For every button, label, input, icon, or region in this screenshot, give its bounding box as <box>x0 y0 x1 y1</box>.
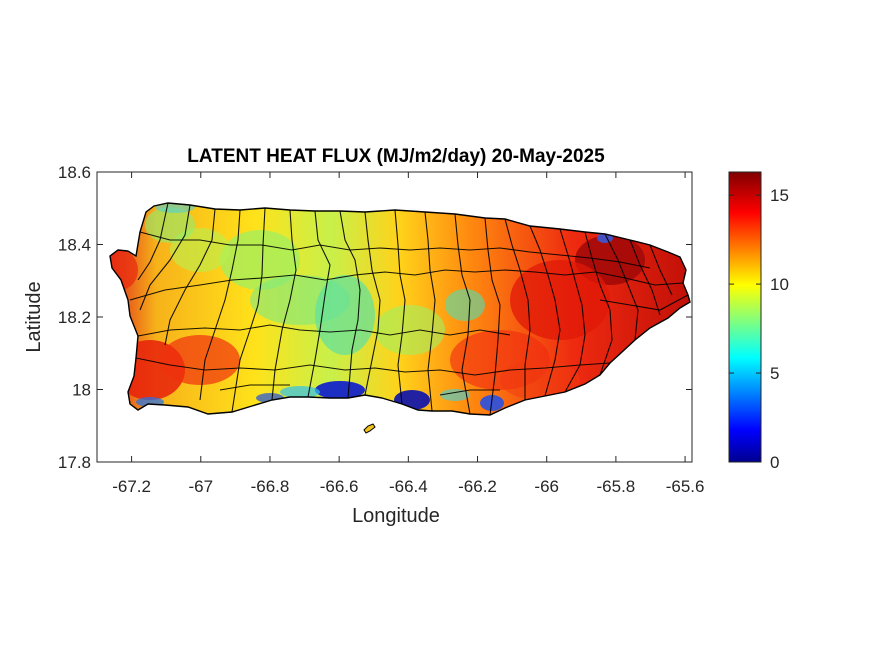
y-tick-label: 18.6 <box>58 163 91 182</box>
colorbar-tick-label: 15 <box>770 186 789 205</box>
municipality-boundary <box>439 389 500 396</box>
municipality-boundary <box>137 324 511 337</box>
flux-zone <box>315 275 375 355</box>
x-tick-label: -66.8 <box>251 477 290 496</box>
flux-zone <box>375 305 445 355</box>
flux-zone <box>280 386 320 398</box>
x-axis-label: Longitude <box>352 505 440 527</box>
x-tick-label: -67 <box>188 477 213 496</box>
municipality-boundary <box>604 233 639 341</box>
municipality-boundary <box>629 239 661 316</box>
municipality-boundary <box>137 203 169 281</box>
flux-zone <box>445 289 485 321</box>
coastline <box>109 202 691 416</box>
colorbar: 0 5 10 15 <box>728 171 789 472</box>
y-tick-label: 18.4 <box>58 236 91 255</box>
colorbar-gradient <box>728 171 762 463</box>
flux-zone <box>315 381 365 399</box>
municipality-boundary <box>584 231 613 376</box>
flux-zone <box>510 260 610 340</box>
colorbar-ticks: 0 5 10 15 <box>729 186 789 472</box>
municipality-boundary <box>139 204 191 311</box>
municipality-boundary <box>307 210 331 398</box>
municipality-boundaries <box>129 203 689 415</box>
y-tick-label: 18.2 <box>58 308 91 327</box>
flux-zone <box>160 335 240 385</box>
municipality-boundary <box>219 384 290 391</box>
x-tick-label: -65.8 <box>597 477 636 496</box>
municipality-boundary <box>199 209 241 401</box>
municipality-boundary <box>339 210 361 399</box>
island-map <box>109 202 691 434</box>
x-tick-label: -66 <box>534 477 559 496</box>
colorbar-tick-label: 10 <box>770 275 789 294</box>
municipality-boundary <box>164 208 216 346</box>
small-island <box>363 423 376 434</box>
municipality-boundary <box>454 213 471 415</box>
municipality-boundary <box>599 294 689 311</box>
municipality-boundary <box>139 231 651 269</box>
x-axis-ticks: -67.2 -67 -66.8 -66.6 -66.4 -66.2 -66 -65.8 -65.… <box>112 172 704 496</box>
flux-zone <box>500 360 580 400</box>
municipality-boundary <box>424 211 436 412</box>
y-axis-label: Latitude <box>23 281 45 352</box>
flux-zone <box>440 389 470 401</box>
municipality-boundary <box>649 244 673 296</box>
colorbar-tick-label: 0 <box>770 453 779 472</box>
municipality-boundary <box>504 218 531 400</box>
flux-zone <box>145 207 195 243</box>
municipality-boundary <box>135 357 611 376</box>
x-tick-label: -67.2 <box>112 477 151 496</box>
chart-title: LATENT HEAT FLUX (MJ/m2/day) 20-May-2025 <box>187 146 605 167</box>
y-axis-ticks: 17.8 18 18.2 18.4 18.6 <box>58 163 692 472</box>
municipality-boundary <box>129 269 684 301</box>
x-tick-label: -66.6 <box>320 477 359 496</box>
y-tick-label: 17.8 <box>58 453 91 472</box>
municipality-boundary <box>394 209 406 405</box>
municipality-boundary <box>529 225 561 397</box>
x-tick-label: -66.2 <box>458 477 497 496</box>
x-tick-label: -66.4 <box>389 477 428 496</box>
colorbar-tick-label: 5 <box>770 364 779 383</box>
x-tick-label: -65.6 <box>666 477 705 496</box>
y-tick-label: 18 <box>72 381 91 400</box>
municipality-boundary <box>484 217 501 415</box>
municipality-boundary <box>364 211 381 396</box>
